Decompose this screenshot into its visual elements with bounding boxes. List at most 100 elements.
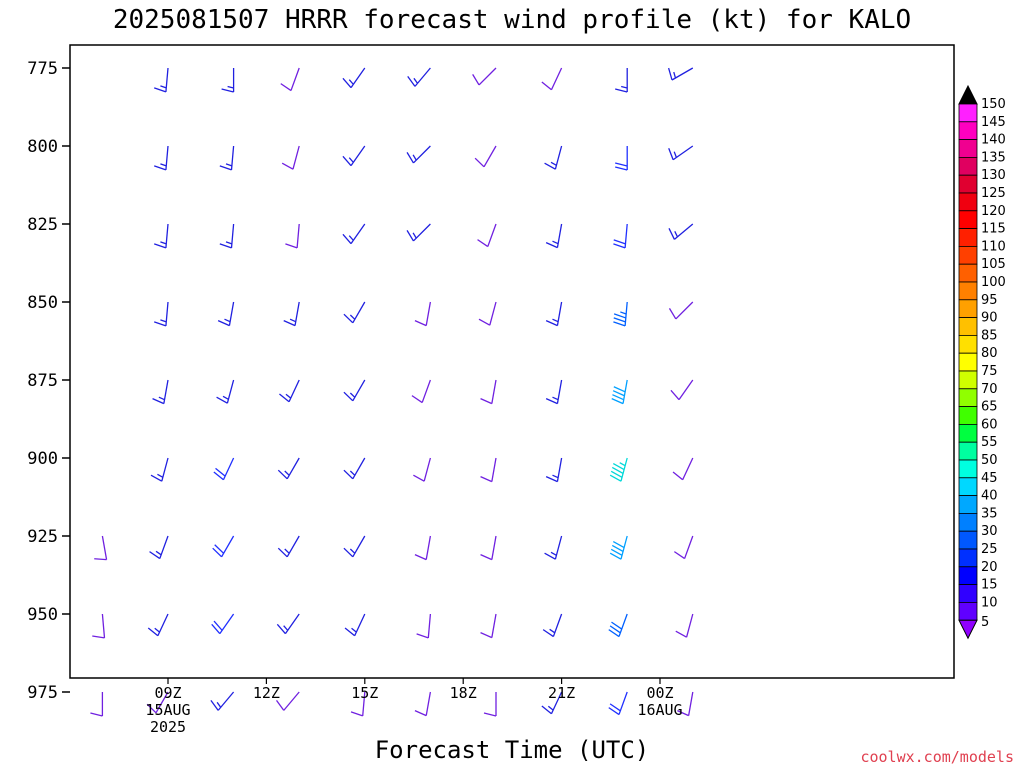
- wind-barb: [675, 613, 694, 638]
- x-tick-label: 2025: [150, 718, 186, 736]
- x-tick-label: 16AUG: [637, 701, 682, 719]
- colorbar-label: 25: [981, 542, 998, 557]
- colorbar-swatch: [958, 441, 978, 461]
- colorbar-swatch: [958, 174, 978, 194]
- colorbar-label: 65: [981, 400, 998, 415]
- y-tick-label: 975: [27, 683, 58, 703]
- wind-barb: [344, 613, 366, 637]
- colorbar-label: 110: [981, 239, 1006, 254]
- colorbar-swatch: [958, 495, 978, 514]
- colorbar-swatch: [958, 423, 978, 443]
- wind-barb: [416, 613, 432, 639]
- colorbar-swatch: [958, 121, 978, 141]
- wind-barb: [406, 145, 431, 164]
- colorbar-swatch: [958, 370, 978, 390]
- wind-barb: [350, 691, 366, 717]
- colorbar-label: 140: [981, 133, 1006, 148]
- wind-barb: [407, 67, 431, 87]
- wind-barb: [474, 145, 497, 168]
- colorbar-swatch: [958, 477, 978, 496]
- colorbar-label: 150: [981, 97, 1006, 112]
- colorbar-swatch: [958, 530, 978, 550]
- wind-barb: [343, 301, 366, 324]
- wind-barb: [219, 223, 235, 249]
- colorbar-label: 135: [981, 150, 1006, 165]
- wind-barb: [277, 535, 300, 558]
- colorbar-swatch: [958, 459, 978, 479]
- wind-barb: [541, 67, 563, 91]
- credit-text: coolwx.com/models: [860, 748, 1014, 766]
- colorbar-swatch: [958, 263, 978, 283]
- wind-barb: [609, 457, 628, 482]
- wind-barb: [216, 379, 235, 404]
- wind-barb: [280, 67, 300, 92]
- colorbar-swatch: [958, 156, 978, 176]
- colorbar: 1501451401351301251201151101051009590858…: [958, 84, 1006, 640]
- wind-barb: [613, 301, 628, 327]
- colorbar-label: 45: [981, 471, 998, 486]
- x-tick-label: 12Z: [253, 684, 280, 702]
- wind-barb: [544, 535, 563, 560]
- colorbar-swatch: [958, 406, 978, 425]
- x-tick-label: 15AUG: [145, 701, 190, 719]
- colorbar-label: 35: [981, 506, 998, 521]
- wind-barb: [279, 379, 300, 403]
- colorbar-label: 40: [981, 489, 998, 504]
- y-tick-label: 950: [27, 605, 58, 625]
- x-tick-label: 09Z: [154, 684, 181, 702]
- wind-barb: [342, 67, 366, 89]
- colorbar-label: 50: [981, 453, 998, 468]
- wind-barb: [615, 146, 628, 171]
- colorbar-swatch: [958, 210, 978, 230]
- y-tick-label: 800: [27, 137, 58, 157]
- wind-barb: [149, 535, 169, 560]
- wind-barb: [154, 145, 169, 171]
- wind-barb: [677, 691, 694, 717]
- colorbar-bottom-arrow: [958, 619, 978, 640]
- wind-barb: [480, 457, 497, 483]
- colorbar-label: 100: [981, 275, 1006, 290]
- wind-barb: [477, 223, 497, 248]
- colorbar-swatch: [958, 602, 978, 621]
- colorbar-label: 125: [981, 186, 1006, 201]
- wind-barb: [472, 67, 497, 86]
- wind-barb: [277, 457, 300, 480]
- wind-barb: [413, 457, 432, 482]
- wind-barb: [545, 457, 563, 483]
- wind-barb: [283, 301, 300, 327]
- wind-barb: [152, 379, 169, 405]
- wind-barb: [212, 535, 235, 558]
- x-tick-label: 18Z: [450, 684, 477, 702]
- wind-barb: [414, 535, 432, 561]
- wind-barb: [541, 691, 563, 715]
- wind-barb: [673, 535, 694, 560]
- wind-barb: [285, 223, 300, 249]
- wind-barb: [281, 145, 300, 170]
- y-tick-label: 875: [27, 371, 58, 391]
- wind-barb: [343, 379, 366, 402]
- wind-barb: [609, 535, 628, 560]
- wind-barb: [480, 613, 497, 639]
- wind-barb: [275, 691, 300, 711]
- colorbar-swatch: [958, 388, 978, 407]
- colorbar-label: 90: [981, 311, 998, 326]
- wind-barb: [414, 301, 432, 327]
- colorbar-swatch: [958, 299, 978, 318]
- colorbar-label: 120: [981, 204, 1006, 219]
- wind-barb: [342, 145, 366, 167]
- wind-barb: [414, 691, 432, 717]
- colorbar-label: 80: [981, 346, 998, 361]
- wind-barb: [90, 692, 104, 717]
- wind-barb: [615, 68, 628, 93]
- colorbar-label: 30: [981, 524, 998, 539]
- colorbar-label: 105: [981, 257, 1006, 272]
- y-tick-label: 925: [27, 527, 58, 547]
- wind-barb: [611, 379, 628, 405]
- x-tick-label: 00Z: [646, 684, 673, 702]
- x-tick-label: 21Z: [548, 684, 575, 702]
- colorbar-label: 15: [981, 578, 998, 593]
- wind-barb: [211, 613, 235, 635]
- wind-barb: [542, 613, 563, 638]
- wind-barb: [276, 613, 300, 635]
